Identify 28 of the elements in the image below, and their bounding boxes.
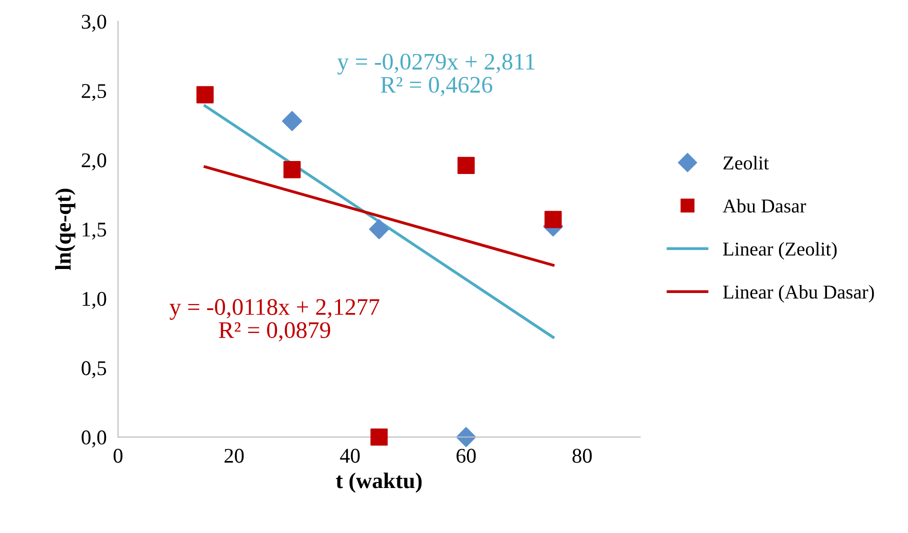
y-tick-label: 3,0 [82,14,106,32]
legend-label: Linear (Abu Dasar) [723,284,874,303]
point [283,160,301,178]
point [196,86,214,104]
annotation: y = -0,0118x + 2,1277 R² = 0,0879 [170,299,380,342]
y-tick-label: 1,5 [82,222,106,240]
legend-label: Abu Dasar [722,198,806,213]
point [456,427,476,448]
x-tick-label: 80 [572,448,592,463]
x-tick-label: 60 [456,448,476,463]
legend-label: Linear (Zeolit) [723,242,837,260]
x-axis-title: t (waktu) [336,472,422,493]
y-tick-label: 2,5 [82,84,106,102]
point [369,219,390,240]
y-tick-label: 2,0 [82,153,106,170]
point [282,111,302,132]
y-tick-label: 0,5 [82,361,106,378]
y-axis-title: ln(qe-qt) [55,188,76,270]
y-tick-label: 0,0 [82,430,106,448]
point [457,156,475,174]
point [544,210,562,228]
legend-label: Zeolit [723,156,769,170]
x-tick-label: 0 [114,448,122,463]
point [370,428,388,446]
annotation: y = -0,0279x + 2,811 R² = 0,4626 [337,54,535,96]
y-tick-label: 1,0 [82,292,106,309]
x-tick-label: 20 [224,448,244,463]
x-tick-label: 40 [340,448,360,463]
